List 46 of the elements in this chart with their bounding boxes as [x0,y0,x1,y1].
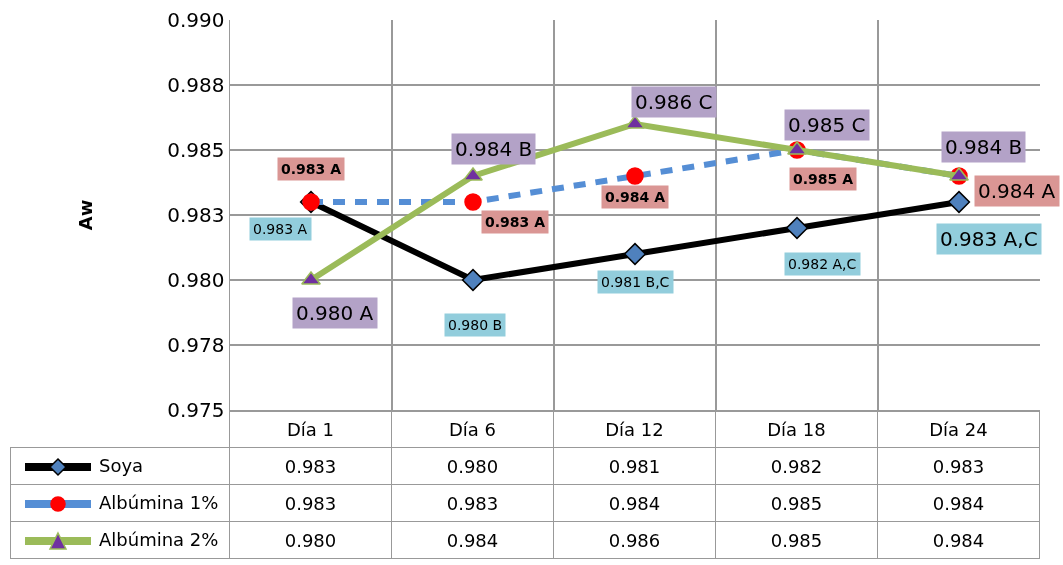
data-label: 0.985 [715,521,878,559]
annotation: 0.980 B [448,317,503,333]
annotation: 0.983 A,C [940,227,1038,251]
data-label: 0.981 [553,447,716,485]
annotation: 0.983 A [253,221,308,237]
annotation: 0.984 A [978,179,1056,203]
data-label: 0.984 [553,484,716,522]
annotation: 0.983 A [485,214,546,230]
data-label: 0.984 [877,521,1040,559]
y-tick-label: 0.983 [167,203,225,227]
data-label: 0.985 [715,484,878,522]
annotation: 0.985 C [788,113,866,137]
data-label: 0.982 [715,447,878,485]
legend-label: Albúmina 1% [99,492,219,513]
y-tick-label: 0.988 [167,73,225,97]
data-label: 0.983 [229,484,392,522]
x-tick-label: Día 18 [715,410,878,448]
data-label: 0.984 [877,484,1040,522]
legend-label: Soya [99,455,144,476]
data-label: 0.980 [229,521,392,559]
data-label: 0.983 [391,484,554,522]
y-tick-label: 0.990 [167,8,225,32]
annotation: 0.983 A [281,161,342,177]
x-tick-label: Día 1 [229,410,392,448]
y-tick-label: 0.985 [167,138,225,162]
annotation: 0.984 A [605,189,666,205]
y-tick-label: 0.978 [167,333,225,357]
x-tick-label: Día 24 [877,410,1040,448]
y-tick-label: 0.980 [167,268,225,292]
data-label: 0.980 [391,447,554,485]
legend-label: Albúmina 2% [99,529,219,550]
annotation: 0.981 B,C [601,274,670,290]
y-tick-label: 0.975 [167,398,225,422]
annotation: 0.982 A,C [788,256,857,272]
annotation: 0.984 B [945,135,1023,159]
data-label: 0.983 [229,447,392,485]
data-label: 0.984 [391,521,554,559]
annotation: 0.985 A [793,171,854,187]
annotation: 0.986 C [635,90,713,114]
data-label: 0.983 [877,447,1040,485]
data-label: 0.986 [553,521,716,559]
y-axis-title: Aw [74,199,96,231]
x-tick-label: Día 12 [553,410,716,448]
annotation: 0.980 A [296,301,374,325]
x-tick-label: Día 6 [391,410,554,448]
annotation: 0.984 B [455,137,533,161]
